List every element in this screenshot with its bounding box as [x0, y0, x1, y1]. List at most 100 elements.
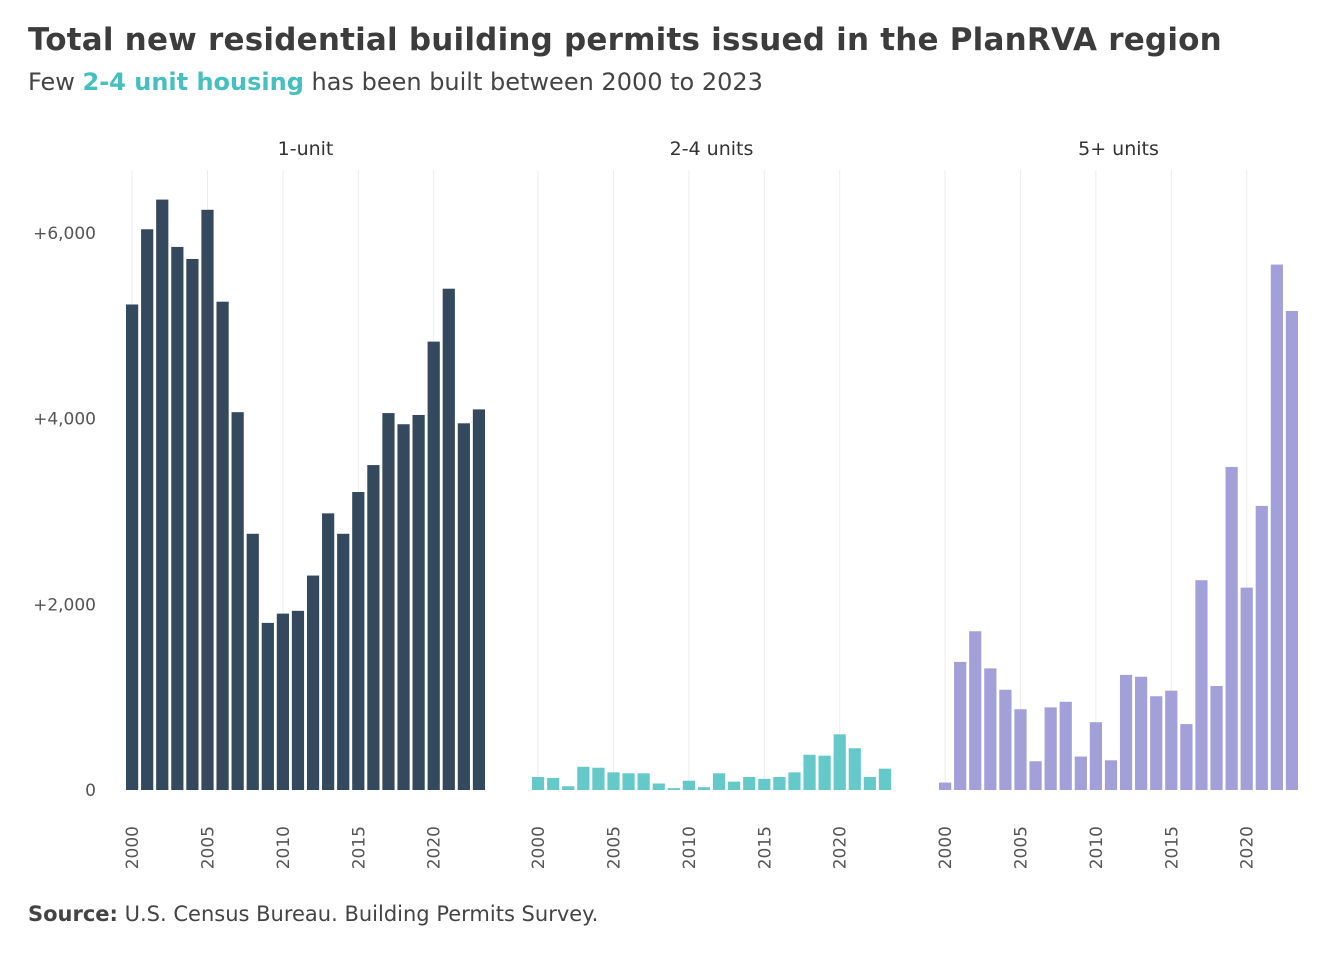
- bar: [276, 613, 289, 790]
- bar: [442, 288, 455, 790]
- bar: [367, 465, 380, 790]
- bar: [1089, 722, 1102, 790]
- bar: [848, 748, 861, 790]
- x-tick-label: 2015: [1162, 826, 1182, 869]
- bar: [818, 755, 831, 790]
- bar: [1165, 690, 1178, 790]
- bar: [1029, 761, 1042, 790]
- x-tick-label: 2005: [1012, 826, 1032, 869]
- bar: [592, 767, 605, 790]
- x-tick-label: 2000: [529, 826, 549, 869]
- bar: [472, 409, 486, 790]
- bar: [999, 689, 1012, 790]
- bar: [607, 772, 620, 790]
- bar: [1270, 264, 1283, 790]
- subtitle-prefix: Few: [28, 68, 83, 96]
- chart-title: Total new residential building permits i…: [28, 22, 1222, 58]
- bar: [141, 229, 154, 790]
- bar: [939, 782, 952, 790]
- x-tick-label: 2005: [199, 826, 219, 869]
- bar: [1074, 756, 1087, 790]
- subtitle-suffix: has been built between 2000 to 2023: [303, 68, 763, 96]
- bar: [1195, 580, 1208, 790]
- x-tick-label: 2015: [349, 826, 369, 869]
- bar: [954, 661, 967, 790]
- bar: [577, 766, 590, 790]
- bar: [412, 414, 425, 790]
- bar: [322, 513, 335, 790]
- bar: [246, 533, 259, 790]
- bar: [803, 754, 816, 790]
- bar: [637, 773, 650, 790]
- bar: [1135, 676, 1148, 790]
- facet-title: 1-unit: [278, 138, 334, 160]
- bar: [1119, 674, 1133, 790]
- bar: [547, 777, 560, 790]
- bar: [969, 631, 982, 790]
- bar: [712, 773, 726, 790]
- x-tick-label: 2010: [274, 826, 294, 869]
- facet-title: 5+ units: [1078, 138, 1159, 160]
- x-tick-label: 2010: [680, 826, 700, 869]
- bar: [397, 424, 410, 790]
- x-tick-label: 2000: [936, 826, 956, 869]
- bar: [728, 781, 741, 790]
- bar: [216, 301, 229, 790]
- bar: [382, 413, 395, 790]
- x-tick-label: 2020: [425, 826, 445, 869]
- bar: [532, 777, 545, 790]
- x-tick-label: 2005: [605, 826, 625, 869]
- bar: [1180, 724, 1193, 790]
- bar: [758, 778, 771, 790]
- x-tick-label: 2020: [1238, 826, 1258, 869]
- faceted-bar-chart: 0 +2,000 +4,000 +6,000 1-unit 2000 2005 2010 201…: [33, 138, 1299, 869]
- chart-subtitle: Few 2-4 unit housing has been built betw…: [28, 68, 763, 96]
- y-tick-label: +4,000: [33, 410, 96, 430]
- bar: [667, 788, 680, 790]
- source-note: Source: U.S. Census Bureau. Building Per…: [28, 902, 598, 926]
- bar: [878, 768, 892, 790]
- bar: [1104, 760, 1118, 790]
- bar: [788, 772, 801, 790]
- x-tick-label: 2000: [123, 826, 143, 869]
- bar: [156, 199, 169, 790]
- bar: [261, 622, 274, 790]
- bar: [291, 610, 305, 790]
- x-tick-label: 2015: [755, 826, 775, 869]
- facet-title: 2-4 units: [670, 138, 754, 160]
- bar: [1044, 707, 1057, 790]
- bar: [863, 777, 876, 790]
- bar: [562, 786, 575, 790]
- bar: [1225, 466, 1238, 790]
- bar: [1150, 696, 1163, 790]
- y-tick-label: +2,000: [33, 595, 96, 615]
- bar: [1240, 587, 1253, 790]
- bar: [1059, 701, 1072, 790]
- bar: [457, 423, 470, 790]
- bar: [833, 734, 846, 790]
- x-tick-label: 2020: [831, 826, 851, 869]
- bar: [1255, 505, 1268, 790]
- bar: [352, 492, 365, 790]
- bar: [171, 246, 184, 791]
- bar: [186, 258, 199, 790]
- y-tick-label: 0: [85, 781, 96, 801]
- bar: [743, 777, 756, 790]
- bar: [231, 412, 244, 790]
- source-text: U.S. Census Bureau. Building Permits Sur…: [117, 902, 599, 926]
- bar: [201, 209, 214, 790]
- source-label: Source:: [28, 902, 118, 926]
- y-tick-label: +6,000: [33, 224, 96, 244]
- bar: [306, 575, 320, 790]
- bar: [427, 341, 440, 790]
- subtitle-highlight: 2-4 unit housing: [82, 68, 304, 96]
- bar: [622, 773, 635, 790]
- bar: [1285, 310, 1299, 790]
- bar: [697, 787, 711, 790]
- x-tick-label: 2010: [1087, 826, 1107, 869]
- bar: [652, 783, 665, 790]
- bar: [773, 777, 786, 790]
- bar: [1210, 686, 1223, 790]
- bar: [682, 780, 695, 790]
- bar: [984, 668, 997, 790]
